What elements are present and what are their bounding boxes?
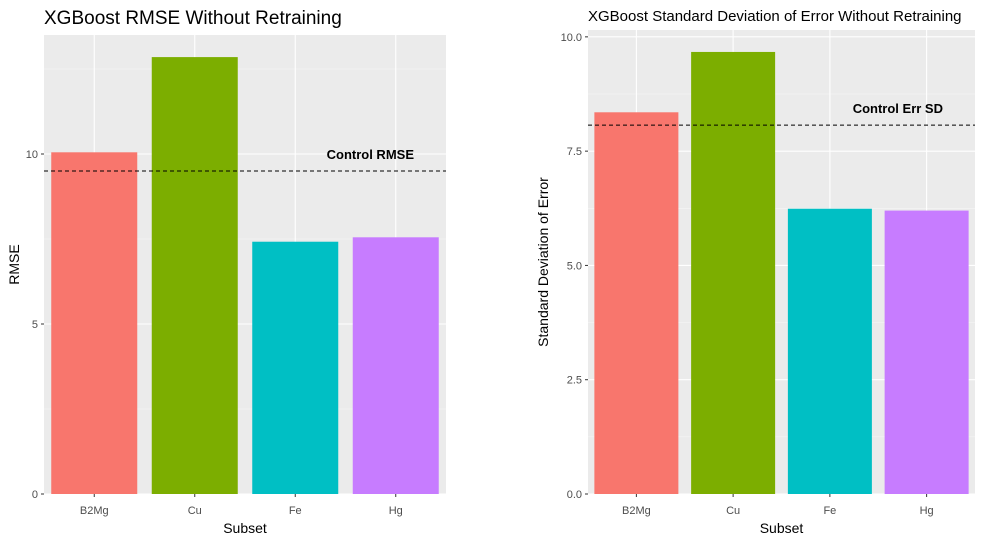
x-tick-label: Fe bbox=[823, 505, 836, 517]
x-tick-label: Cu bbox=[726, 505, 740, 517]
y-tick-label: 0 bbox=[32, 489, 38, 501]
y-tick-label: 2.5 bbox=[567, 375, 582, 387]
bar-cu bbox=[151, 57, 238, 494]
y-tick-label: 7.5 bbox=[567, 146, 582, 158]
y-axis-title: RMSE bbox=[6, 244, 22, 284]
x-axis-title: Subset bbox=[223, 520, 267, 536]
y-tick-label: 5 bbox=[32, 319, 38, 331]
bar-fe bbox=[787, 208, 872, 494]
chart-title: XGBoost RMSE Without Retraining bbox=[44, 8, 342, 29]
y-tick-label: 10.0 bbox=[561, 32, 582, 44]
x-axis-title: Subset bbox=[760, 520, 804, 536]
y-tick-label: 0.0 bbox=[567, 489, 582, 501]
x-tick-label: Cu bbox=[188, 505, 202, 517]
bar-b2mg bbox=[594, 112, 679, 495]
x-tick-label: Fe bbox=[289, 505, 302, 517]
reference-line-label: Control RMSE bbox=[327, 147, 415, 162]
reference-line-label: Control Err SD bbox=[853, 101, 943, 116]
y-axis-title: Standard Deviation of Error bbox=[535, 177, 551, 347]
bar-hg bbox=[352, 237, 439, 495]
bar-hg bbox=[884, 210, 969, 495]
bar-cu bbox=[691, 51, 776, 494]
bar-b2mg bbox=[51, 152, 138, 495]
y-tick-label: 5.0 bbox=[567, 260, 582, 272]
x-tick-label: B2Mg bbox=[622, 505, 651, 517]
chart-title: XGBoost Standard Deviation of Error With… bbox=[588, 8, 962, 25]
x-tick-label: Hg bbox=[920, 505, 934, 517]
x-tick-label: B2Mg bbox=[80, 505, 109, 517]
bar-fe bbox=[252, 241, 339, 494]
y-tick-label: 10 bbox=[26, 149, 38, 161]
x-tick-label: Hg bbox=[389, 505, 403, 517]
